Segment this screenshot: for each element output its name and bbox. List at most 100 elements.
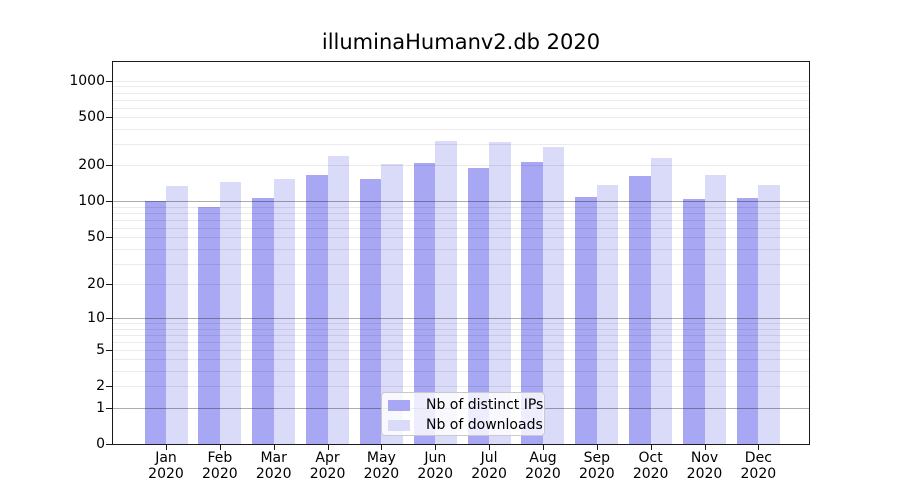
chart-title: illuminaHumanv2.db 2020 (321, 30, 601, 54)
bar-nb-of-distinct-ips-jan (144, 201, 166, 444)
x-tick-month: Oct (638, 450, 663, 466)
y-axis-tick-label-2: 2 (96, 378, 105, 395)
y-axis-tick-1 (106, 407, 113, 409)
x-axis-tick-aug (542, 445, 544, 450)
gridline-major-10 (113, 317, 809, 319)
gridline-minor-500 (113, 117, 809, 119)
gridline-minor-2 (113, 386, 809, 388)
y-axis-tick-100 (106, 201, 113, 203)
bar-nb-of-distinct-ips-nov (683, 199, 705, 444)
gridline-minor-600 (113, 107, 809, 109)
x-tick-year: 2020 (740, 465, 777, 482)
y-axis-tick-50 (106, 237, 113, 239)
bar-nb-of-downloads-jan (166, 185, 188, 444)
x-axis-tick-sep (596, 445, 598, 450)
x-tick-month: Dec (744, 450, 772, 466)
bar-nb-of-downloads-apr (327, 156, 350, 444)
gridline-minor-80 (113, 213, 809, 215)
y-axis-tick-label-200: 200 (78, 157, 105, 174)
gridline-minor-50 (113, 237, 809, 239)
gridline-minor-20 (113, 284, 809, 285)
x-tick-month: Nov (690, 450, 719, 466)
x-tick-month: May (366, 450, 396, 466)
x-axis-tick-may (381, 445, 383, 450)
x-tick-year: 2020 (255, 465, 292, 482)
y-axis-tick-label-1: 1 (96, 399, 105, 416)
y-axis-tick-label-10: 10 (87, 309, 105, 326)
x-axis-tick-label-may: May 2020 (351, 450, 411, 482)
x-axis-tick-label-nov: Nov 2020 (675, 450, 735, 482)
x-tick-month: Jun (424, 450, 447, 466)
gridline-minor-3 (113, 371, 809, 373)
x-axis-tick-label-jan: Jan 2020 (136, 450, 196, 482)
x-axis-tick-label-jul: Jul 2020 (459, 450, 519, 482)
y-axis-tick-label-1000: 1000 (69, 72, 105, 89)
bar-nb-of-distinct-ips-mar (252, 197, 274, 444)
y-axis-tick-label-100: 100 (78, 193, 105, 210)
x-tick-year: 2020 (148, 465, 184, 482)
gridline-minor-8 (113, 328, 809, 330)
x-tick-year: 2020 (632, 465, 669, 482)
y-axis-tick-1000 (106, 80, 113, 82)
x-tick-month: Mar (260, 450, 287, 466)
gridline-minor-40 (113, 248, 809, 250)
y-axis-tick-20 (106, 284, 113, 285)
x-tick-year: 2020 (309, 465, 346, 482)
bar-nb-of-downloads-dec (758, 185, 780, 444)
legend-item-downloads: Nb of downloads (382, 415, 544, 435)
x-axis-tick-feb (219, 445, 221, 450)
x-tick-month: Apr (315, 450, 340, 466)
bar-nb-of-downloads-oct (650, 158, 673, 444)
x-axis-tick-apr (327, 445, 329, 450)
gridline-minor-30 (113, 263, 809, 265)
x-tick-month: Feb (207, 450, 233, 466)
legend-label-downloads: Nb of downloads (426, 417, 543, 433)
x-tick-year: 2020 (525, 465, 561, 482)
bar-nb-of-distinct-ips-dec (736, 197, 759, 444)
legend-label-distinct-ips: Nb of distinct IPs (426, 397, 544, 413)
y-axis-tick-5 (106, 349, 113, 351)
bar-nb-of-downloads-jun (435, 140, 457, 444)
gridline-minor-9 (113, 323, 809, 324)
x-axis-tick-label-apr: Apr 2020 (298, 450, 358, 482)
bar-nb-of-distinct-ips-feb (198, 206, 220, 444)
bar-nb-of-downloads-may (381, 163, 403, 444)
legend-item-distinct-ips: Nb of distinct IPs (382, 395, 544, 415)
gridline-minor-60 (113, 227, 809, 229)
bar-nb-of-distinct-ips-apr (306, 174, 328, 444)
y-axis-tick-0 (106, 444, 113, 445)
x-tick-month: Sep (583, 450, 610, 466)
bar-nb-of-distinct-ips-aug (521, 162, 543, 444)
y-axis-tick-label-0: 0 (96, 436, 105, 452)
x-tick-month: Jan (155, 450, 177, 466)
y-axis-tick-2 (106, 386, 113, 388)
x-axis-tick-nov (704, 445, 706, 450)
x-axis-tick-mar (273, 445, 275, 450)
x-axis-tick-jul (489, 445, 491, 450)
gridline-minor-700 (113, 99, 809, 101)
x-axis-tick-label-feb: Feb 2020 (190, 450, 250, 482)
x-axis-tick-jan (166, 445, 167, 450)
y-axis-tick-label-50: 50 (87, 229, 105, 246)
x-axis-tick-label-jun: Jun 2020 (405, 450, 465, 482)
x-tick-year: 2020 (202, 465, 238, 482)
x-axis-tick-oct (650, 445, 652, 450)
gridline-minor-400 (113, 129, 809, 131)
bar-nb-of-downloads-nov (704, 175, 726, 444)
bar-nb-of-distinct-ips-jul (467, 167, 490, 444)
x-tick-year: 2020 (686, 465, 723, 482)
x-axis-tick-label-mar: Mar 2020 (244, 450, 304, 482)
plot-area (112, 61, 810, 445)
x-tick-year: 2020 (417, 465, 454, 482)
bar-nb-of-downloads-feb (219, 182, 242, 444)
x-tick-year: 2020 (363, 465, 400, 482)
gridline-minor-1000 (113, 80, 809, 82)
bar-nb-of-distinct-ips-sep (575, 197, 597, 444)
bar-nb-of-distinct-ips-may (359, 179, 382, 444)
gridline-minor-5 (113, 349, 809, 351)
bar-nb-of-downloads-mar (273, 179, 296, 444)
bar-nb-of-downloads-jul (489, 142, 511, 444)
legend-swatch-distinct-ips (388, 400, 410, 411)
x-axis-tick-jun (435, 445, 437, 450)
